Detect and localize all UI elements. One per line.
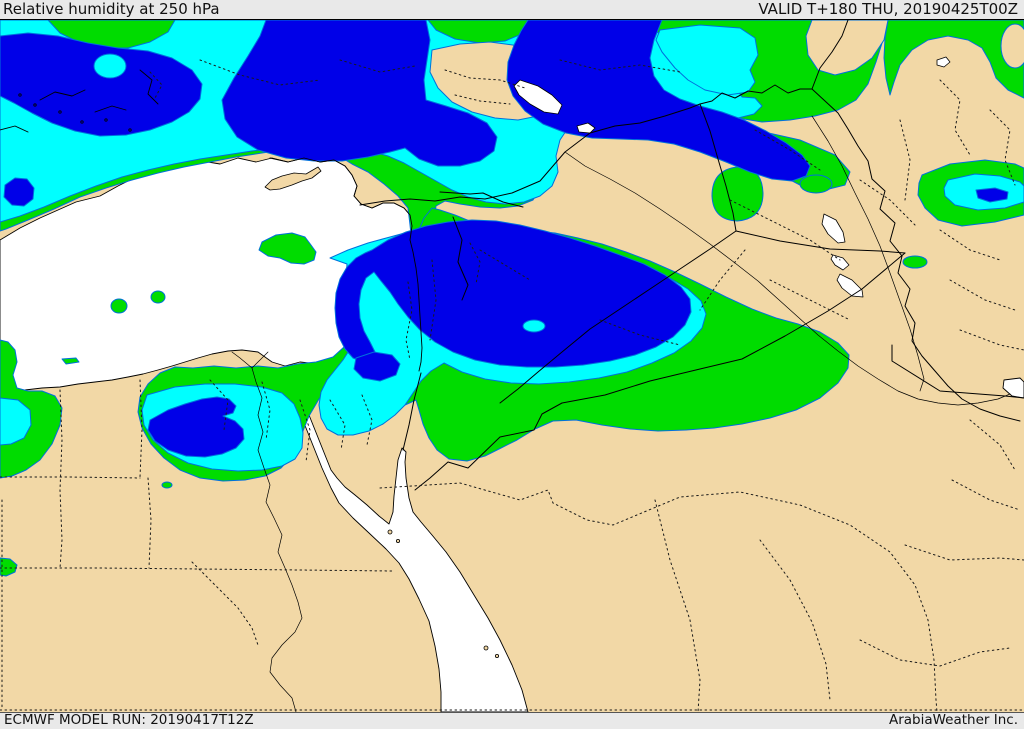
egypt-israel-border bbox=[402, 372, 422, 451]
green-med-blob bbox=[258, 232, 317, 265]
jordan-saudi-zigzag bbox=[414, 402, 563, 491]
blue-sw-turkey bbox=[221, 20, 498, 167]
persian-gulf-tip bbox=[1002, 377, 1024, 399]
cyan-hole-aegean bbox=[93, 53, 127, 79]
red-sea-island4 bbox=[494, 654, 499, 659]
iraq-iran-border bbox=[811, 88, 1021, 422]
aegean-coast-squiggle3 bbox=[0, 125, 29, 133]
green-small-iraq2 bbox=[902, 255, 928, 269]
blue-aegean-mass bbox=[0, 32, 203, 137]
green-coast-dash bbox=[61, 357, 80, 365]
green-nile-dot bbox=[161, 481, 173, 489]
red-sea bbox=[281, 371, 529, 712]
aegean-coast-squiggle1 bbox=[39, 89, 86, 101]
green-libya-coastal bbox=[0, 339, 63, 479]
green-left-edge-dot bbox=[0, 557, 18, 577]
saudi-kuwait-border bbox=[891, 344, 1024, 399]
aegean-island-dot1 bbox=[18, 93, 22, 97]
weather-map bbox=[0, 20, 1024, 712]
border-layer bbox=[359, 20, 1024, 491]
turkey-syria-east-border bbox=[439, 191, 524, 208]
nile-delta-branch-east bbox=[251, 351, 269, 369]
lake-razzaza bbox=[836, 273, 864, 298]
turkey-syria-iraq-border bbox=[359, 84, 813, 206]
euphrates-river bbox=[564, 151, 1011, 406]
aegean-coast-squiggle2 bbox=[94, 105, 127, 113]
aegean-island-dot4 bbox=[80, 120, 84, 124]
green-west-iraq-blob bbox=[711, 166, 764, 222]
aegean-island-dot2 bbox=[33, 103, 37, 107]
dotted-border-layer bbox=[0, 59, 1024, 712]
red-sea-island2 bbox=[395, 539, 400, 544]
aegean-island-dot3 bbox=[58, 110, 62, 114]
iraq-saudi-border-east bbox=[735, 230, 906, 254]
aegean-island-dot5 bbox=[104, 118, 108, 122]
nile-delta-branch-west bbox=[231, 351, 253, 369]
green-small-iraq bbox=[799, 174, 833, 194]
blue-jordan-core bbox=[334, 219, 692, 368]
northeast-dry-patch bbox=[805, 20, 889, 76]
corner-dry-patch bbox=[1000, 23, 1024, 69]
humidity-map-svg bbox=[0, 20, 1024, 712]
header-bar: Relative humidity at 250 hPa VALID T+180… bbox=[0, 0, 1024, 20]
saudi-jordan-diagonal bbox=[561, 252, 906, 404]
tigris-river bbox=[811, 115, 925, 392]
blue-south-israel bbox=[353, 351, 401, 382]
coastline-layer bbox=[0, 69, 423, 372]
bosporus-squiggle bbox=[139, 69, 159, 105]
lake-tharthar bbox=[821, 213, 846, 244]
green-caspian-corner bbox=[883, 20, 1024, 99]
cyan-hole-jordan bbox=[522, 319, 546, 333]
green-med-dot2 bbox=[150, 290, 166, 304]
cyan-libya-inner bbox=[0, 397, 32, 446]
contour-blue-layer bbox=[0, 20, 1009, 458]
blue-egypt-core bbox=[147, 396, 245, 458]
nile-river bbox=[251, 367, 303, 712]
syria-lebanon-border bbox=[452, 216, 469, 301]
red-sea-island3 bbox=[483, 645, 489, 651]
levant-coastline bbox=[409, 225, 423, 372]
blue-iran-core bbox=[975, 187, 1009, 203]
lake-urmia bbox=[936, 56, 951, 68]
blue-east-turkey bbox=[506, 20, 811, 182]
cyan-armenia-patch bbox=[655, 24, 759, 96]
blue-left-edge-dot bbox=[3, 177, 35, 207]
map-title: Relative humidity at 250 hPa bbox=[3, 0, 220, 18]
provider-credit: ArabiaWeather Inc. bbox=[888, 712, 1018, 729]
euphrates-reservoir-lake bbox=[513, 79, 563, 115]
lakes-layer bbox=[264, 56, 951, 659]
river-layer bbox=[231, 115, 1011, 712]
aegean-island-dot6 bbox=[128, 128, 132, 132]
turkey-armenia-border bbox=[811, 20, 849, 90]
turkey-south-coastline bbox=[269, 157, 413, 227]
valid-time-label: VALID T+180 THU, 20190425T00Z bbox=[758, 0, 1018, 18]
green-med-dot1 bbox=[110, 298, 128, 314]
red-sea-island1 bbox=[387, 529, 393, 535]
lake-habbaniyah bbox=[830, 254, 850, 271]
syria-iraq-jordan-border bbox=[499, 103, 737, 404]
model-run-label: ECMWF MODEL RUN: 20190417T12Z bbox=[4, 712, 254, 729]
cyprus-island bbox=[264, 166, 322, 191]
lake-van bbox=[576, 122, 596, 134]
footer-bar: ECMWF MODEL RUN: 20190417T12Z ArabiaWeat… bbox=[0, 712, 1024, 729]
